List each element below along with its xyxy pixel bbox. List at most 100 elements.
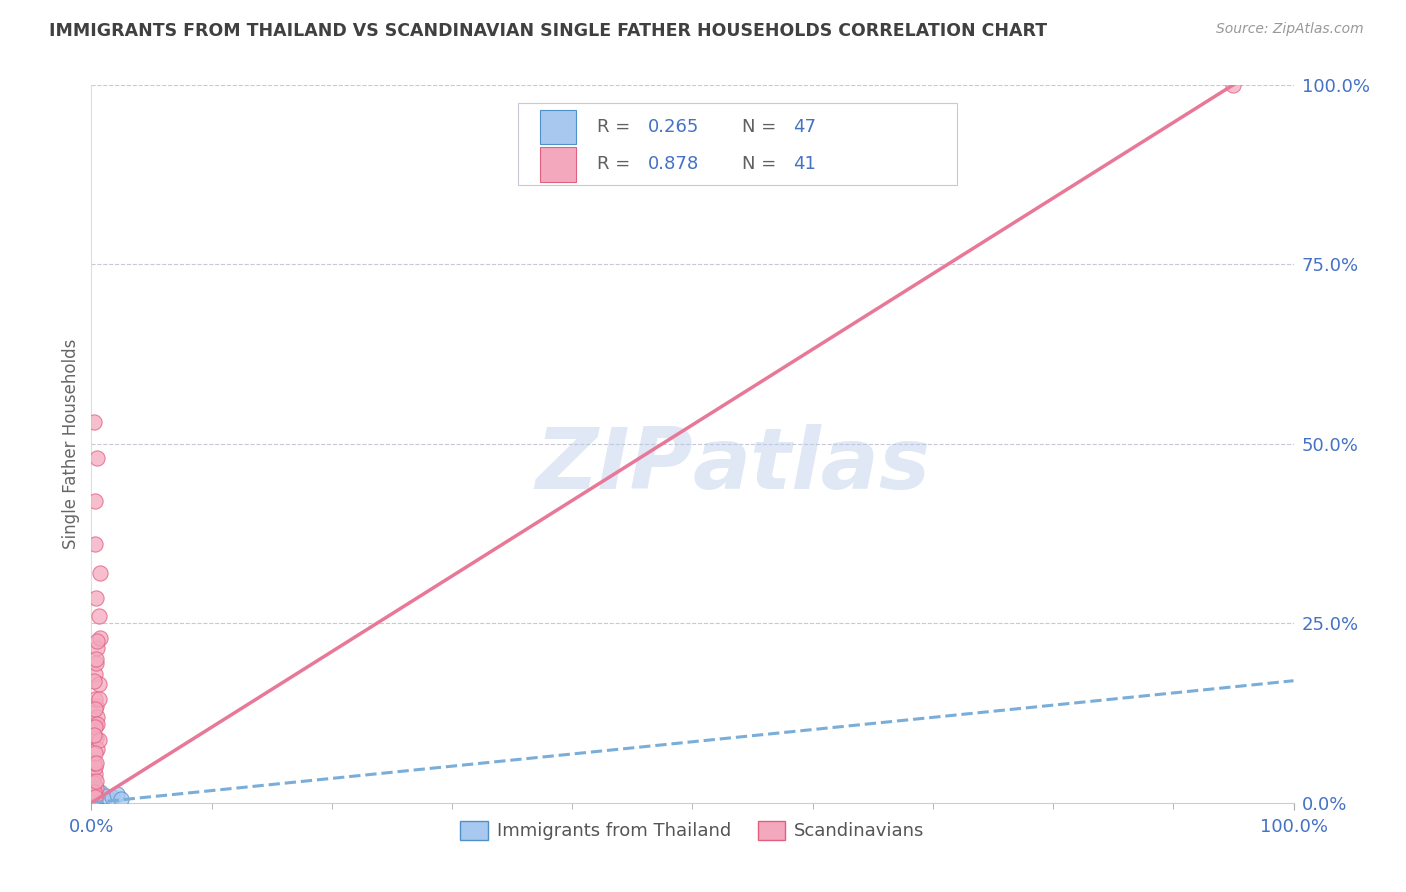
- Bar: [540, 110, 576, 145]
- Text: N =: N =: [742, 155, 782, 173]
- Point: [83, 794, 105, 808]
- Point: [83, 728, 105, 742]
- Point: [84, 794, 107, 808]
- Bar: [540, 147, 576, 182]
- Text: 0.265: 0.265: [648, 118, 699, 136]
- Point: [83, 794, 105, 808]
- Point: [83, 783, 105, 797]
- Point: [84, 793, 107, 807]
- Point: [84, 731, 107, 746]
- Point: [84, 652, 107, 666]
- Point: [84, 790, 107, 805]
- Point: [83, 794, 105, 808]
- Point: [82, 794, 104, 808]
- Point: [84, 774, 107, 789]
- Point: [84, 793, 107, 807]
- Point: [84, 720, 107, 734]
- Point: [105, 787, 128, 801]
- Point: [84, 666, 107, 681]
- Point: [89, 566, 111, 580]
- Point: [83, 775, 105, 789]
- Point: [83, 792, 105, 806]
- Point: [83, 794, 105, 808]
- Point: [82, 794, 104, 808]
- Point: [87, 609, 110, 624]
- Point: [82, 793, 104, 807]
- Point: [82, 792, 104, 806]
- Point: [87, 732, 110, 747]
- Point: [84, 794, 107, 808]
- Point: [83, 673, 105, 688]
- Point: [82, 792, 104, 806]
- Point: [83, 794, 105, 808]
- Y-axis label: Single Father Households: Single Father Households: [62, 339, 80, 549]
- Point: [82, 794, 104, 808]
- Point: [84, 537, 107, 551]
- Point: [86, 716, 108, 731]
- Text: R =: R =: [598, 118, 637, 136]
- Point: [82, 792, 104, 806]
- Point: [84, 756, 107, 771]
- Point: [82, 794, 104, 808]
- Text: ZIP: ZIP: [534, 424, 692, 507]
- Point: [83, 794, 105, 808]
- Point: [86, 451, 108, 466]
- Point: [83, 793, 105, 807]
- Point: [84, 794, 107, 808]
- Point: [83, 793, 105, 807]
- Point: [82, 792, 104, 806]
- Point: [84, 789, 107, 803]
- Point: [84, 793, 107, 807]
- Point: [84, 591, 107, 606]
- Point: [1222, 78, 1244, 92]
- Point: [84, 691, 107, 706]
- Point: [84, 702, 107, 716]
- Point: [84, 698, 107, 713]
- Point: [110, 792, 132, 806]
- Point: [84, 794, 107, 808]
- Point: [87, 677, 110, 691]
- Point: [82, 792, 104, 806]
- Point: [101, 790, 124, 805]
- Point: [86, 634, 108, 648]
- Point: [82, 794, 104, 808]
- Text: R =: R =: [598, 155, 637, 173]
- Text: 0.878: 0.878: [648, 155, 699, 173]
- FancyBboxPatch shape: [519, 103, 957, 186]
- Point: [84, 656, 107, 670]
- Point: [86, 641, 108, 656]
- Point: [84, 760, 107, 774]
- Point: [89, 631, 111, 645]
- Point: [94, 789, 117, 803]
- Point: [84, 794, 107, 808]
- Point: [83, 785, 105, 799]
- Point: [84, 781, 107, 796]
- Text: N =: N =: [742, 118, 782, 136]
- Text: 47: 47: [793, 118, 817, 136]
- Point: [84, 767, 107, 781]
- Point: [83, 794, 105, 808]
- Point: [82, 794, 104, 808]
- Point: [86, 709, 108, 723]
- Point: [83, 756, 105, 771]
- Point: [83, 794, 105, 808]
- Point: [84, 716, 107, 731]
- Point: [84, 746, 107, 760]
- Text: Source: ZipAtlas.com: Source: ZipAtlas.com: [1216, 22, 1364, 37]
- Point: [83, 792, 105, 806]
- Text: atlas: atlas: [692, 424, 931, 507]
- Point: [82, 794, 104, 808]
- Point: [84, 793, 107, 807]
- Point: [86, 742, 108, 756]
- Point: [82, 793, 104, 807]
- Point: [83, 792, 105, 806]
- Text: IMMIGRANTS FROM THAILAND VS SCANDINAVIAN SINGLE FATHER HOUSEHOLDS CORRELATION CH: IMMIGRANTS FROM THAILAND VS SCANDINAVIAN…: [49, 22, 1047, 40]
- Point: [83, 415, 105, 429]
- Point: [83, 794, 105, 808]
- Text: 41: 41: [793, 155, 817, 173]
- Point: [87, 691, 110, 706]
- Point: [82, 793, 104, 807]
- Point: [83, 778, 105, 792]
- Point: [83, 793, 105, 807]
- Point: [82, 794, 104, 808]
